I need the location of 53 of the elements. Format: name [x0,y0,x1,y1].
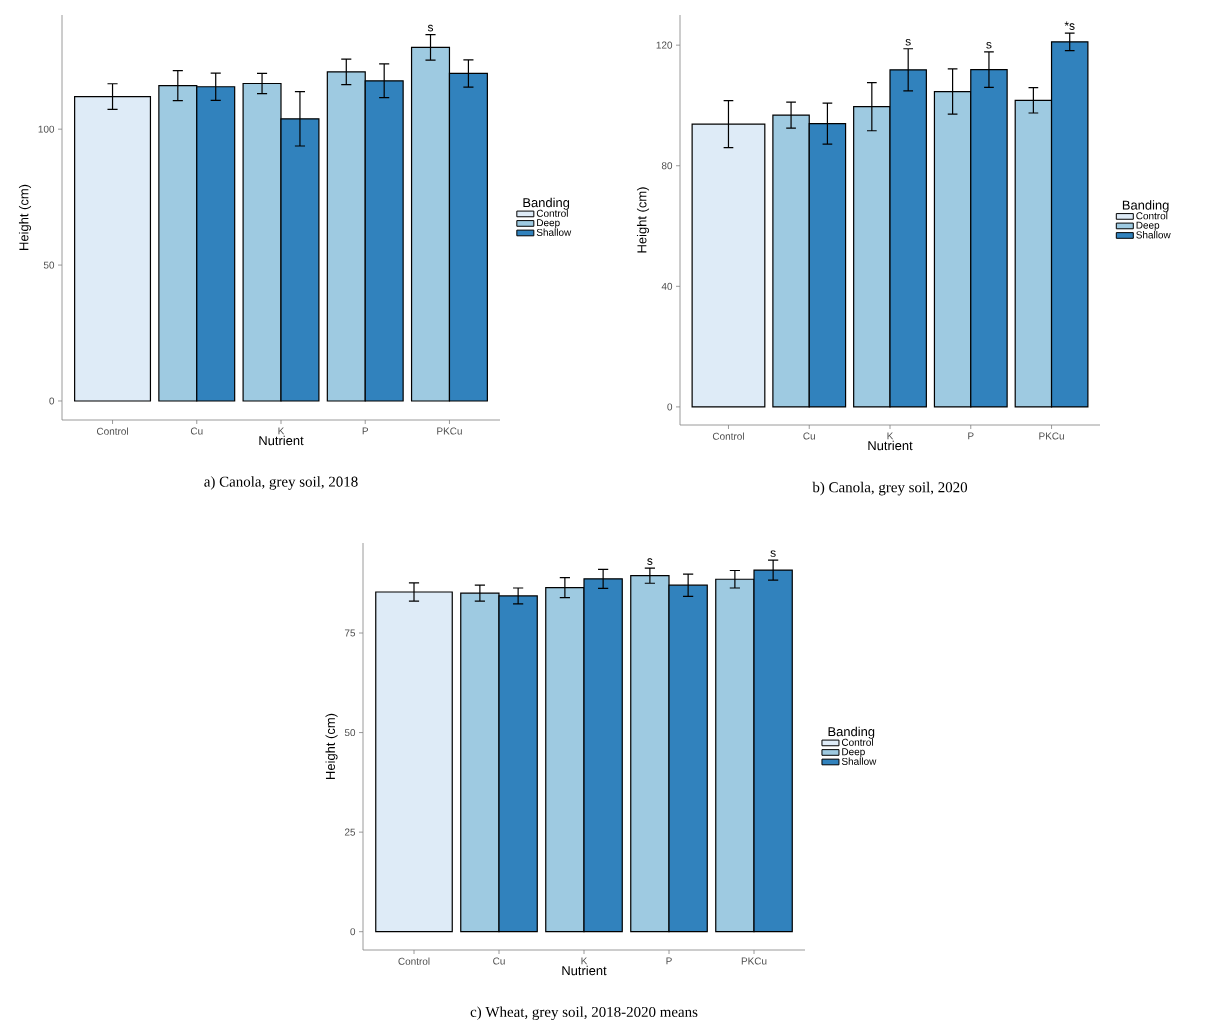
y-axis-title: Height (cm) [325,713,338,779]
y-tick-label: 80 [661,162,673,170]
legend-title: Banding [828,726,875,739]
legend-title: Banding [1122,200,1169,213]
x-tick-label: Cu [803,432,815,440]
y-tick-label: 75 [344,629,356,637]
y-tick-label: 0 [350,928,356,936]
y-tick-label: 40 [661,282,673,290]
annotation: s [770,550,776,557]
x-tick-label: K [887,432,894,440]
y-tick-label: 50 [43,261,55,269]
x-tick-label: PKCu [741,957,767,965]
x-axis-title: Nutrient [259,435,304,446]
y-tick-label: 25 [344,828,356,836]
y-tick-label: 0 [49,397,55,405]
legend-label: Deep [537,219,560,229]
text: a) Canola, grey soil, 2018 [204,476,358,490]
text: b) Canola, grey soil, 2020 [812,481,968,496]
annotation: s [647,558,653,565]
x-tick-label: Control [712,432,744,440]
legend-label: Shallow [841,757,877,765]
y-axis-title: Height (cm) [636,187,650,253]
y-axis-title: Height (cm) [18,184,32,250]
x-tick-label: Cu [493,957,505,965]
x-tick-label: Control [398,957,430,965]
x-tick-label: P [968,432,974,440]
y-tick-label: 120 [656,41,673,49]
legend-label: Shallow [1136,231,1171,239]
x-tick-label: P [362,427,369,435]
text: c) Wheat, grey soil, 2018-2020 means [470,1006,698,1021]
x-tick-label: K [581,957,588,965]
y-tick-label: 50 [344,729,356,737]
annotation: s [986,42,992,49]
legend-label: Deep [1136,221,1160,231]
annotation: s [427,24,434,32]
legend-label: Shallow [536,228,572,236]
x-tick-label: PKCu [437,427,462,435]
y-tick-label: 100 [38,125,55,133]
legend-label: Control [841,738,873,746]
legend-label: Control [536,209,568,217]
y-tick-label: 0 [667,403,673,411]
x-tick-label: PKCu [1039,432,1064,440]
legend-title: Banding [523,197,570,210]
x-axis-title: Nutrient [868,440,913,451]
x-axis-title: Nutrient [562,965,607,976]
x-tick-label: Control [96,427,128,435]
x-tick-label: Cu [190,427,203,435]
annotation: *s [1064,21,1075,30]
legend-label: Control [1136,212,1168,220]
x-tick-label: K [278,427,285,435]
annotation: s [905,39,911,46]
x-tick-label: P [666,957,672,965]
legend-label: Deep [842,748,865,758]
